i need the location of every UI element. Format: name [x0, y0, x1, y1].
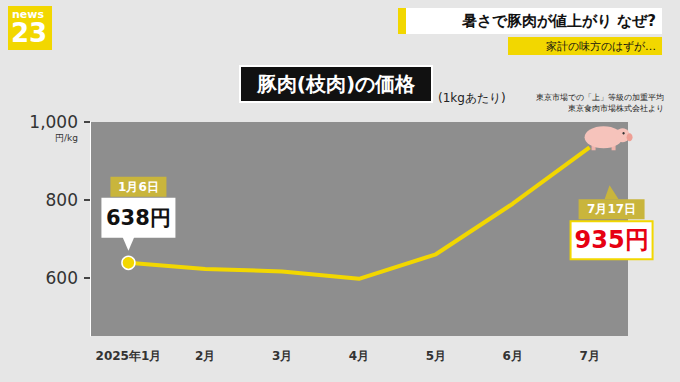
svg-text:東京市場での「上」等級の加重平均: 東京市場での「上」等級の加重平均 — [536, 93, 664, 102]
svg-text:4月: 4月 — [349, 349, 369, 363]
svg-text:2月: 2月 — [195, 349, 215, 363]
svg-text:2025年1月: 2025年1月 — [96, 349, 162, 363]
svg-text:638円: 638円 — [106, 206, 171, 230]
svg-text:3月: 3月 — [272, 349, 292, 363]
svg-text:家計の味方のはずが…: 家計の味方のはずが… — [546, 40, 656, 53]
svg-text:7月17日: 7月17日 — [587, 202, 636, 216]
svg-text:news: news — [12, 8, 44, 21]
svg-text:800: 800 — [46, 190, 78, 210]
svg-text:1,000: 1,000 — [29, 112, 78, 132]
svg-text:暑さで豚肉が値上がり なぜ?: 暑さで豚肉が値上がり なぜ? — [461, 12, 656, 30]
svg-text:935円: 935円 — [575, 226, 649, 254]
svg-text:東京食肉市場株式会社より: 東京食肉市場株式会社より — [568, 104, 664, 113]
svg-text:6月: 6月 — [503, 349, 523, 363]
svg-text:23: 23 — [11, 18, 47, 48]
svg-text:1月6日: 1月6日 — [118, 180, 159, 194]
svg-text:7月: 7月 — [579, 349, 599, 363]
svg-text:豚肉(枝肉)の価格: 豚肉(枝肉)の価格 — [256, 72, 416, 96]
svg-text:600: 600 — [46, 268, 78, 288]
svg-text:(1kgあたり): (1kgあたり) — [438, 91, 506, 105]
svg-text:円/kg: 円/kg — [55, 133, 78, 143]
svg-text:5月: 5月 — [426, 349, 446, 363]
